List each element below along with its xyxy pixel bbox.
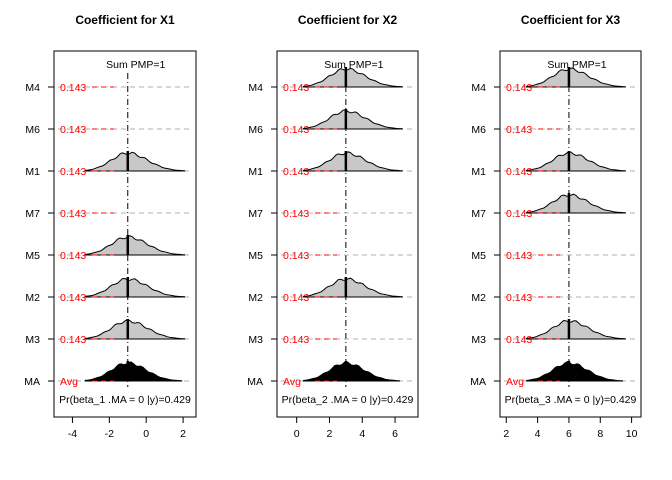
model-label-m7: M7 xyxy=(25,208,40,220)
x-tick-label: 6 xyxy=(566,428,572,440)
model-label-m3: M3 xyxy=(471,334,486,346)
x-tick-label: 4 xyxy=(535,428,541,440)
pmp-label: 0.143 xyxy=(60,208,86,220)
sum-pmp-label: Sum PMP=1 xyxy=(106,59,165,71)
chart-title: Coefficient for X3 xyxy=(521,13,621,27)
x-tick-label: 2 xyxy=(503,428,509,440)
model-label-m4: M4 xyxy=(25,82,40,94)
pmp-label: 0.143 xyxy=(506,208,532,220)
density-m1 xyxy=(526,151,626,172)
pmp-label: 0.143 xyxy=(283,124,309,136)
model-label-m5: M5 xyxy=(471,250,486,262)
x-tick-label: 2 xyxy=(327,428,333,440)
pr-zero-label: Pr(beta_1 .MA = 0 |y)=0.429 xyxy=(59,394,191,406)
pmp-label: 0.143 xyxy=(283,166,309,178)
pmp-label: 0.143 xyxy=(506,250,532,262)
density-avg xyxy=(303,361,400,382)
model-label-m1: M1 xyxy=(471,166,486,178)
model-label-m1: M1 xyxy=(25,166,40,178)
avg-label: Avg xyxy=(506,376,524,388)
pmp-label: 0.143 xyxy=(60,292,86,304)
pmp-label: 0.143 xyxy=(506,334,532,346)
x-tick-label: 2 xyxy=(180,428,186,440)
pmp-label: 0.143 xyxy=(283,250,309,262)
panel-2: Coefficient for X2 Sum PMP=1 M4 0.143 M6 0.14… xyxy=(247,13,419,440)
avg-label: Avg xyxy=(283,376,301,388)
x-tick-label: 4 xyxy=(359,428,365,440)
model-label-ma: MA xyxy=(247,376,263,388)
x-tick-label: -2 xyxy=(105,428,114,440)
pmp-label: 0.143 xyxy=(283,334,309,346)
plot-frame xyxy=(499,50,642,418)
chart-title: Coefficient for X2 xyxy=(298,13,398,27)
model-label-m3: M3 xyxy=(248,334,263,346)
model-label-m5: M5 xyxy=(248,250,263,262)
model-label-m2: M2 xyxy=(471,292,486,304)
pmp-label: 0.143 xyxy=(283,82,309,94)
pr-zero-label: Pr(beta_3 .MA = 0 |y)=0.429 xyxy=(505,394,637,406)
model-label-m1: M1 xyxy=(248,166,263,178)
x-tick-label: 6 xyxy=(392,428,398,440)
model-label-m4: M4 xyxy=(248,82,263,94)
panel-1: Coefficient for X1 Sum PMP=1 M4 0.143 M6 0.14… xyxy=(24,13,197,440)
sum-pmp-label: Sum PMP=1 xyxy=(547,59,606,71)
model-label-ma: MA xyxy=(470,376,486,388)
sum-pmp-label: Sum PMP=1 xyxy=(324,59,383,71)
x-tick-label: -4 xyxy=(68,428,77,440)
density-avg xyxy=(526,361,624,382)
x-tick-label: 0 xyxy=(143,428,149,440)
x-tick-label: 0 xyxy=(294,428,300,440)
density-m2 xyxy=(84,278,186,298)
model-label-m3: M3 xyxy=(25,334,40,346)
x-tick-label: 8 xyxy=(597,428,603,440)
model-label-m2: M2 xyxy=(248,292,263,304)
pmp-label: 0.143 xyxy=(283,208,309,220)
pmp-label: 0.143 xyxy=(283,292,309,304)
model-label-m6: M6 xyxy=(471,124,486,136)
plot-frame xyxy=(53,50,197,418)
density-m6 xyxy=(303,109,403,130)
pr-zero-label: Pr(beta_2 .MA = 0 |y)=0.429 xyxy=(282,394,414,406)
pmp-label: 0.143 xyxy=(60,124,86,136)
avg-label: Avg xyxy=(60,376,78,388)
density-m4 xyxy=(526,67,626,88)
density-m3 xyxy=(526,320,626,340)
density-m2 xyxy=(303,277,403,298)
model-label-m7: M7 xyxy=(471,208,486,220)
model-label-m5: M5 xyxy=(25,250,40,262)
density-avg xyxy=(84,361,183,382)
pmp-label: 0.143 xyxy=(60,82,86,94)
model-label-m6: M6 xyxy=(248,124,263,136)
pmp-label: 0.143 xyxy=(506,166,532,178)
pmp-label: 0.143 xyxy=(60,334,86,346)
density-m4 xyxy=(303,67,403,88)
density-m1 xyxy=(84,151,186,172)
density-m3 xyxy=(84,319,186,340)
density-m7 xyxy=(526,193,626,214)
density-m5 xyxy=(84,235,186,256)
pmp-label: 0.143 xyxy=(506,124,532,136)
panel-3: Coefficient for X3 Sum PMP=1 M4 0.143 M6 0.14… xyxy=(470,13,642,440)
density-m1 xyxy=(303,151,403,172)
model-label-ma: MA xyxy=(24,376,40,388)
pmp-label: 0.143 xyxy=(506,292,532,304)
model-label-m2: M2 xyxy=(25,292,40,304)
x-tick-label: 10 xyxy=(626,428,638,440)
plot-frame xyxy=(276,50,419,418)
model-label-m4: M4 xyxy=(471,82,486,94)
pmp-label: 0.143 xyxy=(60,166,86,178)
model-label-m6: M6 xyxy=(25,124,40,136)
chart-title: Coefficient for X1 xyxy=(75,13,175,27)
pmp-label: 0.143 xyxy=(60,250,86,262)
pmp-label: 0.143 xyxy=(506,82,532,94)
model-label-m7: M7 xyxy=(248,208,263,220)
